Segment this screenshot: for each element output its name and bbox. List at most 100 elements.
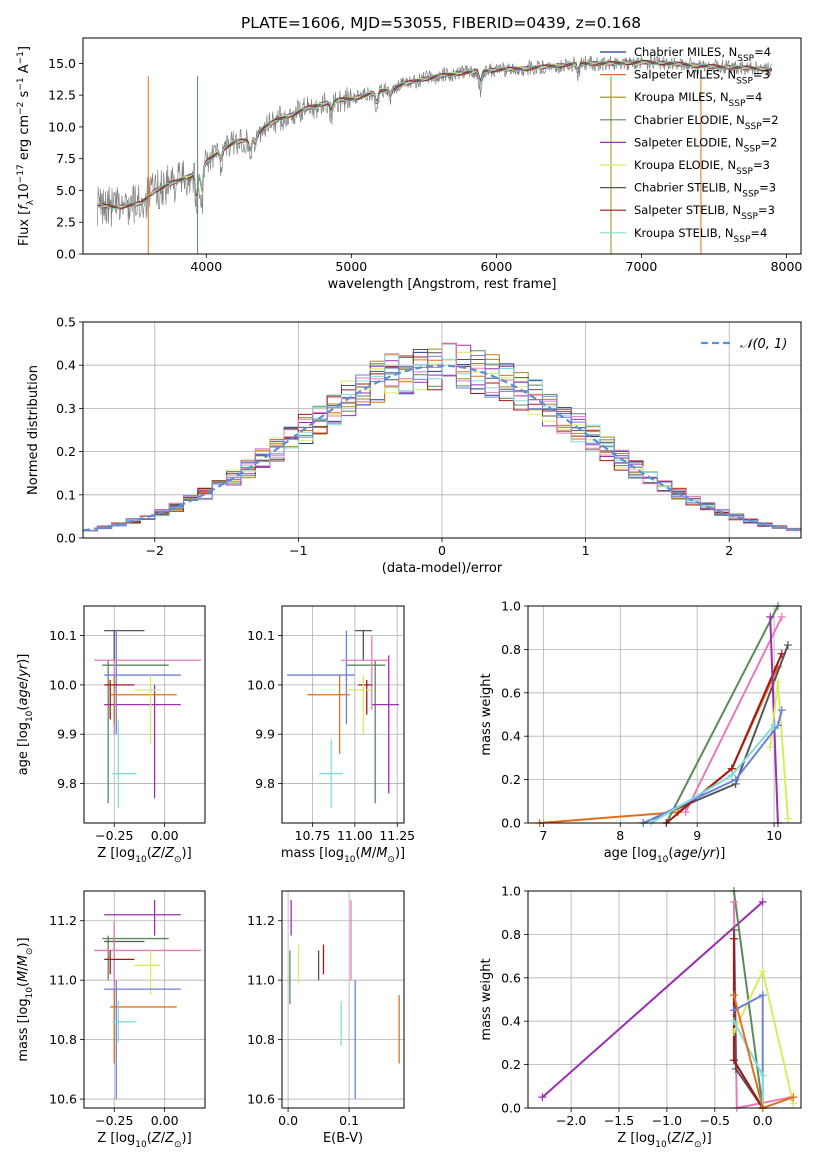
y-tick-label: 0.2 (56, 444, 76, 459)
axes-frame (527, 890, 802, 1109)
y-tick-label: 7.5 (56, 151, 76, 166)
panel-spectrum: 4000 5000 6000 7000 8000 0.0 2.5 5.0 7.5 10.0 12.5… (16, 37, 802, 292)
y-tick-label: 0.4 (501, 729, 521, 744)
panel-residuals: −2 −1 0 1 2 0.0 0.1 0.2 0.3 0.4 0.5 (data-model)/er… (26, 315, 802, 576)
weight-marker (731, 775, 740, 784)
x-tick-label: 8 (616, 828, 624, 843)
x-tick-label: −1.0 (652, 1113, 682, 1128)
y-tick-label: 0.3 (56, 401, 76, 416)
x-tick-label: 4000 (190, 259, 222, 274)
axes-frame (281, 605, 405, 824)
plot-area (287, 630, 399, 809)
y-tick-label: 0.1 (56, 487, 76, 502)
y-tick-label: 9.9 (255, 727, 275, 742)
gridlines (282, 606, 404, 823)
y-tick-label: 0.0 (56, 247, 76, 262)
x-axis-label: wavelength [Angstrom, rest frame] (328, 277, 557, 292)
x-tick-label: 7 (539, 828, 547, 843)
y-tick-label: 10.8 (247, 1032, 275, 1047)
y-tick-label: 0.4 (501, 1014, 521, 1029)
data-point (358, 679, 372, 715)
data-point (341, 635, 389, 710)
y-tick-label: 9.8 (255, 776, 275, 791)
plot-area (82, 342, 802, 532)
x-tick-label: 0.0 (278, 1113, 298, 1128)
y-axis-label: mass weight (479, 673, 494, 755)
legend-label: Kroupa ELODIE, NSSP=3 (634, 158, 770, 177)
weight-marker (727, 771, 736, 780)
x-tick-label: 0.00 (151, 1113, 179, 1128)
y-tick-label: 11.0 (49, 973, 77, 988)
weight-marker (789, 1093, 798, 1102)
x-axis-label: E(B-V) (323, 1131, 363, 1146)
plot-area (289, 899, 400, 1100)
weight-marker (729, 934, 738, 943)
y-tick-label: 2.5 (56, 215, 76, 230)
legend-label: Salpeter STELIB, NSSP=3 (634, 203, 775, 222)
y-axis-label: Flux [fλ10−17 erg cm−2 s−1 A−1] (16, 46, 36, 246)
x-tick-label: −0.25 (95, 828, 133, 843)
y-tick-label: 0.8 (501, 642, 521, 657)
y-tick-label: 9.9 (57, 727, 77, 742)
data-point (104, 684, 181, 799)
axes-frame (83, 890, 206, 1109)
data-point (104, 630, 181, 735)
weight-marker (729, 897, 738, 906)
y-tick-label: 5.0 (56, 183, 76, 198)
panel-age-vs-Z: −0.25 0.00 9.8 9.9 10.0 10.1 Z [log10(Z/Z⊙)] ag… (16, 605, 206, 865)
x-tick-label: 0.00 (151, 828, 179, 843)
data-point (104, 899, 181, 936)
data-point (102, 935, 169, 981)
x-tick-label: −1.5 (604, 1113, 634, 1128)
weight-marker (729, 991, 738, 1000)
data-point (371, 655, 399, 794)
data-point (104, 679, 135, 720)
y-tick-label: 10.1 (49, 628, 77, 643)
x-axis-label: (data-model)/error (382, 561, 503, 576)
data-point (134, 675, 161, 745)
y-axis-label: mass [log10(M/M⊙)] (16, 937, 35, 1061)
x-tick-label: 10.75 (295, 828, 331, 843)
residual-histogram (83, 342, 801, 532)
y-tick-label: 10.6 (247, 1092, 275, 1107)
chart-title: PLATE=1606, MJD=53055, FIBERID=0439, z=0… (241, 14, 641, 32)
weight-marker (538, 1093, 547, 1102)
plot-area (97, 54, 773, 254)
residual-histogram (83, 355, 801, 532)
weight-marker (729, 1017, 738, 1026)
y-tick-label: 0.2 (501, 772, 521, 787)
gridlines (282, 891, 404, 1108)
y-tick-label: 12.5 (48, 88, 76, 103)
x-tick-label: 0.1 (339, 1113, 359, 1128)
y-tick-label: 0.2 (501, 1057, 521, 1072)
x-tick-label: −0.5 (700, 1113, 730, 1128)
data-point (346, 660, 386, 804)
gridlines (84, 606, 205, 823)
x-tick-label: −2 (146, 543, 164, 558)
gridlines (528, 605, 801, 824)
weight-marker (758, 897, 767, 906)
y-tick-label: 1.0 (501, 884, 521, 899)
y-tick-label: 11.2 (49, 913, 77, 928)
model-spectrum (97, 59, 773, 210)
y-tick-label: 0.4 (56, 358, 76, 373)
normal-curve (82, 364, 802, 532)
y-tick-label: 1.0 (501, 599, 521, 614)
weight-marker (766, 743, 775, 752)
data-point (134, 950, 161, 996)
x-tick-label: 6000 (480, 259, 512, 274)
x-tick-label: −2.0 (556, 1113, 586, 1128)
weight-marker (758, 967, 767, 976)
y-tick-label: 10.0 (49, 677, 77, 692)
legend-label: Salpeter MILES, NSSP=3 (634, 68, 770, 87)
y-tick-label: 10.6 (49, 1092, 77, 1107)
data-point (102, 660, 169, 804)
axes-frame (281, 890, 405, 1109)
weight-marker (758, 991, 767, 1000)
x-axis-label: age [log10(age/yr)] (604, 846, 726, 865)
x-tick-label: 9 (693, 828, 701, 843)
weight-line (642, 709, 783, 824)
y-tick-label: 10.1 (247, 628, 275, 643)
y-tick-label: 0.6 (501, 685, 521, 700)
